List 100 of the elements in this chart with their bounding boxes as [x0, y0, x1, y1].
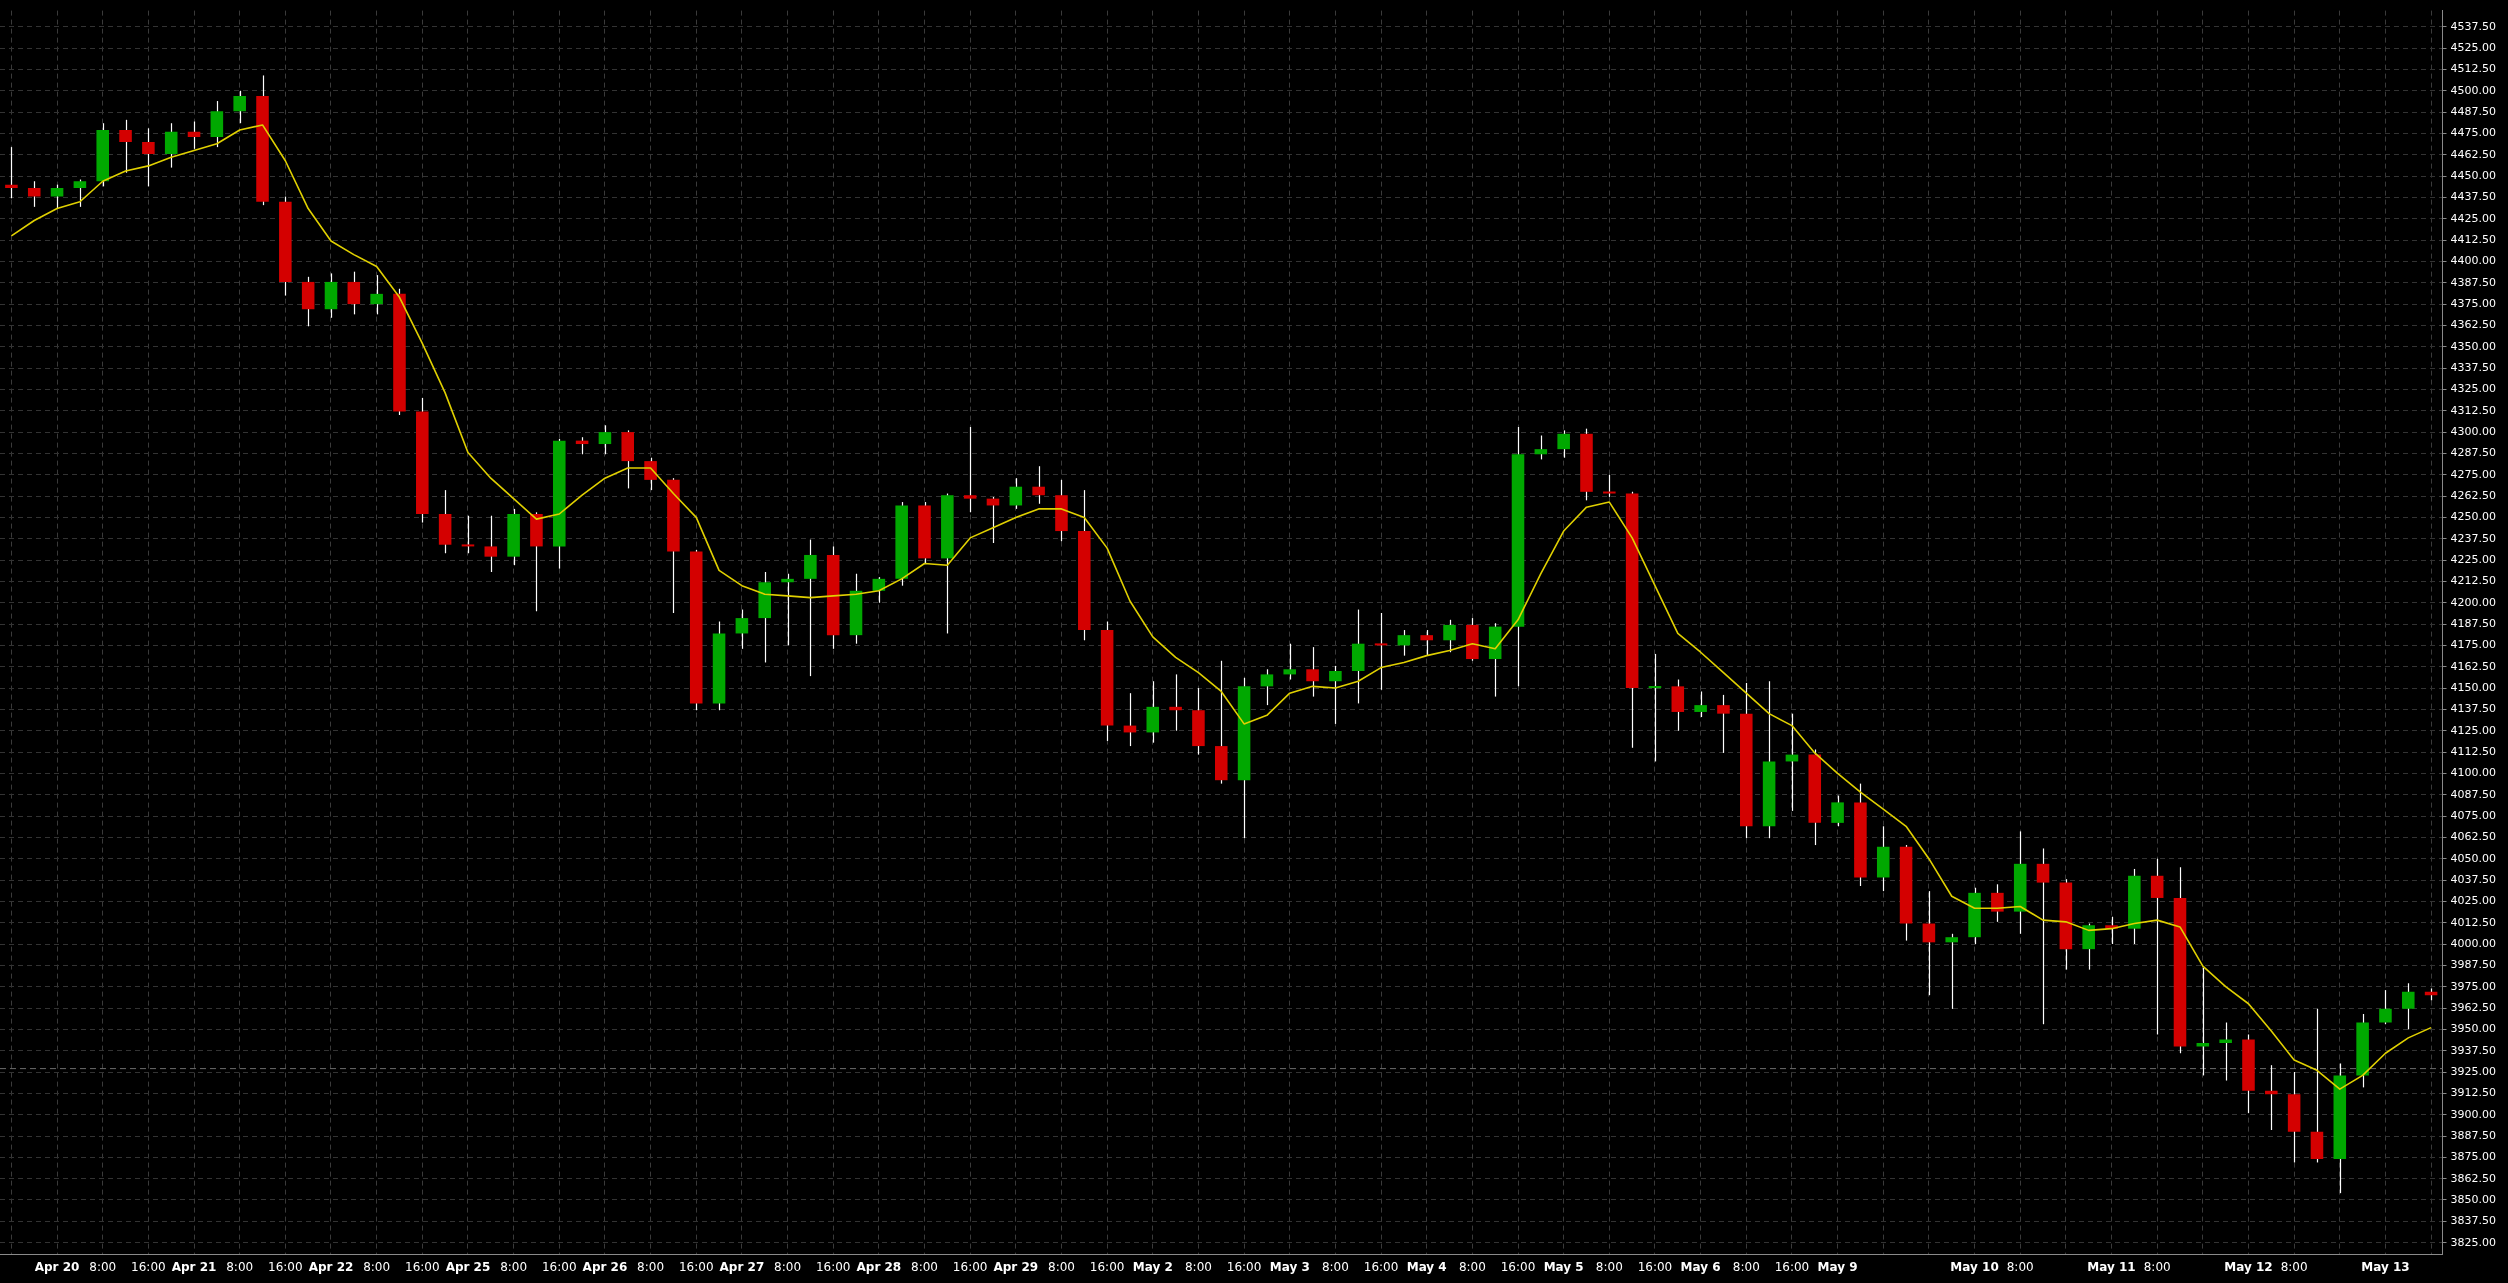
- y-tick-label: 3850.00: [2450, 1192, 2497, 1206]
- y-tick-label: 4150.00: [2450, 680, 2497, 694]
- y-tick-label: 4237.50: [2450, 531, 2497, 545]
- y-tick-label: 3900.00: [2450, 1107, 2497, 1121]
- y-tick-label: 4250.00: [2450, 510, 2497, 524]
- x-tick-label: May 6: [1680, 1259, 1721, 1274]
- candlestick: [1374, 612, 1388, 691]
- x-tick-label: 16:00: [268, 1259, 303, 1274]
- y-tick-label: 4525.00: [2450, 41, 2497, 54]
- y-tick-label: 3875.00: [2450, 1150, 2497, 1164]
- candlestick: [1603, 474, 1616, 498]
- y-tick-label: 3962.50: [2450, 1000, 2497, 1014]
- y-tick-label: 4350.00: [2450, 339, 2497, 353]
- candlestick: [804, 539, 817, 677]
- y-tick-label: 4175.00: [2450, 638, 2497, 652]
- x-tick-label: Apr 27: [719, 1259, 765, 1274]
- candlestick: [347, 271, 361, 315]
- x-tick-label: 8:00: [2006, 1259, 2034, 1274]
- x-tick-label: 16:00: [541, 1259, 577, 1274]
- y-tick-label: 4162.50: [2450, 659, 2497, 673]
- y-tick-label: 4387.50: [2450, 275, 2497, 289]
- x-tick-label: 8:00: [1321, 1259, 1349, 1274]
- x-tick-label: May 11: [2087, 1259, 2136, 1274]
- y-tick-label: 3937.50: [2450, 1043, 2497, 1057]
- x-tick-label: 8:00: [1595, 1259, 1623, 1274]
- x-tick-label: 16:00: [1363, 1259, 1399, 1274]
- y-tick-label: 4287.50: [2450, 446, 2497, 460]
- x-tick-label: 16:00: [1637, 1259, 1673, 1274]
- x-tick-label: Apr 22: [308, 1259, 354, 1274]
- y-tick-label: 4537.50: [2450, 19, 2497, 33]
- x-tick-label: May 5: [1543, 1259, 1584, 1274]
- candlestick: [1443, 619, 1456, 653]
- y-tick-label: 3987.50: [2450, 958, 2497, 972]
- y-tick-label: 4325.00: [2450, 382, 2497, 396]
- x-tick-label: 16:00: [815, 1259, 851, 1274]
- x-tick-label: 8:00: [911, 1259, 938, 1274]
- y-tick-label: 4337.50: [2450, 360, 2497, 374]
- y-tick-label: 3925.00: [2450, 1064, 2497, 1078]
- x-tick-label: Apr 26: [582, 1259, 628, 1274]
- y-tick-label: 4137.50: [2450, 702, 2497, 716]
- x-tick-label: 16:00: [405, 1259, 440, 1274]
- candlestick: [735, 608, 749, 650]
- candlestick: [1009, 477, 1023, 510]
- y-tick-label: 4437.50: [2450, 190, 2497, 204]
- y-tick-label: 4225.00: [2450, 552, 2497, 566]
- y-tick-label: 4212.50: [2450, 574, 2497, 588]
- x-tick-label: 16:00: [1089, 1259, 1125, 1274]
- candlestick: [1032, 465, 1045, 505]
- y-tick-label: 4125.00: [2450, 723, 2497, 737]
- candlestick: [1557, 429, 1570, 459]
- candlestick: [598, 424, 612, 455]
- x-tick-label: May 13: [2361, 1259, 2410, 1274]
- x-tick-label: Apr 20: [34, 1259, 80, 1274]
- y-tick-label: 3912.50: [2450, 1086, 2497, 1100]
- y-tick-label: 4075.00: [2450, 808, 2497, 822]
- candlestick: [73, 178, 87, 208]
- x-tick-label: May 12: [2224, 1259, 2273, 1274]
- candlestick: [1420, 629, 1433, 657]
- x-tick-label: Apr 29: [993, 1259, 1039, 1274]
- y-tick-label: 4000.00: [2450, 936, 2497, 950]
- candlestick: [2219, 1021, 2232, 1082]
- x-tick-label: 8:00: [2143, 1259, 2171, 1274]
- candlestick: [119, 119, 132, 174]
- y-tick-label: 4100.00: [2450, 766, 2497, 780]
- x-tick-label: 16:00: [1774, 1259, 1810, 1274]
- candlestick: [2082, 922, 2095, 971]
- candlestick: [1831, 794, 1844, 827]
- x-tick-label: Apr 28: [856, 1259, 902, 1274]
- y-tick-label: 4262.50: [2450, 488, 2497, 502]
- y-tick-label: 4462.50: [2450, 147, 2497, 161]
- candlestick: [484, 515, 498, 573]
- x-tick-label: 8:00: [363, 1259, 391, 1274]
- y-tick-label: 3975.00: [2450, 979, 2497, 993]
- y-tick-label: 4012.50: [2450, 915, 2497, 929]
- x-tick-label: May 10: [1950, 1259, 1999, 1274]
- y-tick-label: 4362.50: [2450, 318, 2497, 332]
- candlestick: [1306, 646, 1319, 698]
- x-tick-label: 8:00: [774, 1259, 802, 1274]
- y-tick-label: 4500.00: [2450, 83, 2497, 97]
- y-tick-label: 3837.50: [2450, 1214, 2497, 1228]
- x-tick-label: 8:00: [500, 1259, 528, 1274]
- x-tick-label: 16:00: [1500, 1259, 1536, 1274]
- y-tick-label: 4037.50: [2450, 872, 2497, 886]
- candlestick: [1648, 653, 1662, 763]
- x-tick-label: May 9: [1817, 1259, 1858, 1274]
- x-tick-label: 8:00: [1184, 1259, 1212, 1274]
- x-tick-label: Apr 25: [445, 1259, 491, 1274]
- candlestick: [781, 573, 794, 646]
- candlestick: [5, 146, 18, 199]
- candlestick: [1945, 933, 1959, 1010]
- candlestick: [1922, 890, 1936, 996]
- y-tick-label: 4487.50: [2450, 104, 2497, 118]
- x-tick-label: 16:00: [952, 1259, 988, 1274]
- candlestick: [1329, 665, 1342, 725]
- y-tick-label: 4200.00: [2450, 595, 2497, 609]
- y-tick-label: 4475.00: [2450, 126, 2497, 140]
- y-tick-label: 4512.50: [2450, 62, 2497, 76]
- y-tick-label: 3862.50: [2450, 1171, 2497, 1185]
- y-tick-label: 3887.50: [2450, 1128, 2497, 1142]
- candlestick: [142, 127, 155, 187]
